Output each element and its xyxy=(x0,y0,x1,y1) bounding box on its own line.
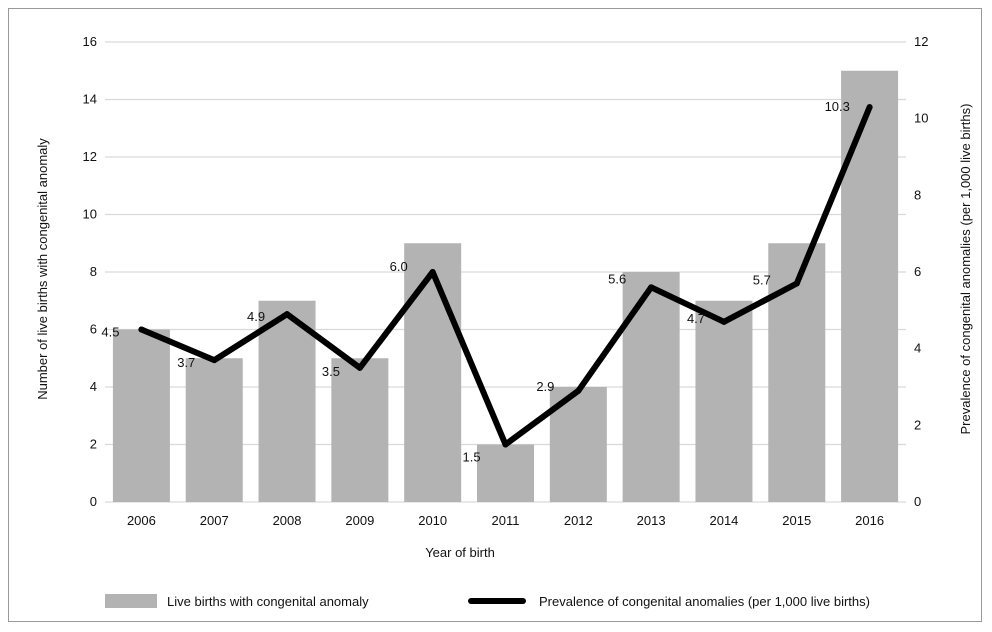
bar-2006 xyxy=(112,329,170,502)
data-label-2013: 5.6 xyxy=(608,271,626,286)
y2-tick-label-6: 6 xyxy=(914,264,921,279)
x-tick-label-2010: 2010 xyxy=(418,513,447,528)
combo-chart: 4.5 3.7 4.9 3.5 6.0 1.5 2.9 5.6 4.7 5.7 10.3 0 2 4 6 8… xyxy=(35,34,973,609)
data-label-2015: 5.7 xyxy=(753,273,771,288)
legend: Live births with congenital anomaly Prev… xyxy=(105,594,870,609)
line-point-2007 xyxy=(211,357,218,364)
x-tick-label-2013: 2013 xyxy=(637,513,666,528)
y2-tick-label-10: 10 xyxy=(914,111,928,126)
data-label-2008: 4.9 xyxy=(247,309,265,324)
data-label-2007: 3.7 xyxy=(177,355,195,370)
y2-tick-label-8: 8 xyxy=(914,187,921,202)
bar-2011 xyxy=(477,444,534,502)
line-point-2013 xyxy=(648,284,655,291)
x-tick-label-2007: 2007 xyxy=(200,513,229,528)
y-tick-label-14: 14 xyxy=(83,92,97,107)
data-labels: 4.5 3.7 4.9 3.5 6.0 1.5 2.9 5.6 4.7 5.7 10.3 xyxy=(101,99,849,464)
y-tick-label-6: 6 xyxy=(90,322,97,337)
line-point-2008 xyxy=(284,311,291,318)
x-axis-ticks: 2006 2007 2008 2009 2010 2011 2012 2013 2014 2015… xyxy=(127,513,884,528)
data-label-2016: 10.3 xyxy=(825,99,850,114)
y2-tick-label-2: 2 xyxy=(914,417,921,432)
line-point-2006 xyxy=(138,326,145,333)
x-tick-label-2014: 2014 xyxy=(709,513,738,528)
bar-2014 xyxy=(695,300,753,502)
y-tick-label-4: 4 xyxy=(90,379,97,394)
data-label-2012: 2.9 xyxy=(536,379,554,394)
bar-2013 xyxy=(622,272,680,502)
x-tick-label-2009: 2009 xyxy=(345,513,374,528)
y2-tick-label-4: 4 xyxy=(914,341,921,356)
y-tick-label-12: 12 xyxy=(83,149,97,164)
line-point-2016 xyxy=(866,104,873,111)
data-label-2006: 4.5 xyxy=(101,325,119,340)
bar-series xyxy=(112,70,899,502)
data-label-2009: 3.5 xyxy=(322,364,340,379)
y-axis-left-ticks: 0 2 4 6 8 10 12 14 16 xyxy=(83,34,97,509)
legend-label-line: Prevalence of congenital anomalies (per … xyxy=(539,594,870,609)
y-tick-label-2: 2 xyxy=(90,437,97,452)
legend-label-bar: Live births with congenital anomaly xyxy=(167,594,369,609)
line-point-2015 xyxy=(793,280,800,287)
bar-2010 xyxy=(404,243,462,502)
y-tick-label-16: 16 xyxy=(83,34,97,49)
data-label-2011: 1.5 xyxy=(463,450,481,465)
line-point-2014 xyxy=(720,318,727,325)
x-tick-label-2008: 2008 xyxy=(273,513,302,528)
bar-2009 xyxy=(331,358,389,502)
y-tick-label-8: 8 xyxy=(90,264,97,279)
legend-swatch-bar xyxy=(105,594,157,608)
x-tick-label-2012: 2012 xyxy=(564,513,593,528)
line-series xyxy=(138,104,873,448)
line-point-2010 xyxy=(429,269,436,275)
y-tick-label-10: 10 xyxy=(83,207,97,222)
line-point-2009 xyxy=(356,364,363,371)
x-tick-label-2011: 2011 xyxy=(492,513,520,528)
bar-2016 xyxy=(841,70,899,502)
y2-tick-label-0: 0 xyxy=(914,494,921,509)
y-axis-left-title: Number of live births with congenital an… xyxy=(35,138,50,400)
line-point-2011 xyxy=(502,441,509,448)
x-tick-label-2016: 2016 xyxy=(855,513,884,528)
chart-frame: 4.5 3.7 4.9 3.5 6.0 1.5 2.9 5.6 4.7 5.7 10.3 0 2 4 6 8… xyxy=(8,8,982,622)
line-point-2012 xyxy=(575,387,582,394)
data-label-2010: 6.0 xyxy=(390,259,408,274)
y2-tick-label-12: 12 xyxy=(914,34,928,49)
x-tick-label-2015: 2015 xyxy=(782,513,811,528)
bar-2008 xyxy=(258,300,316,502)
y-axis-right-title: Prevalence of congenital anomalies (per … xyxy=(958,104,973,435)
y-axis-right-ticks: 0 2 4 6 8 10 12 xyxy=(914,34,928,509)
bar-2007 xyxy=(185,358,243,502)
x-tick-label-2006: 2006 xyxy=(127,513,156,528)
x-axis-title: Year of birth xyxy=(425,545,495,560)
data-label-2014: 4.7 xyxy=(687,311,705,326)
y-tick-label-0: 0 xyxy=(90,494,97,509)
